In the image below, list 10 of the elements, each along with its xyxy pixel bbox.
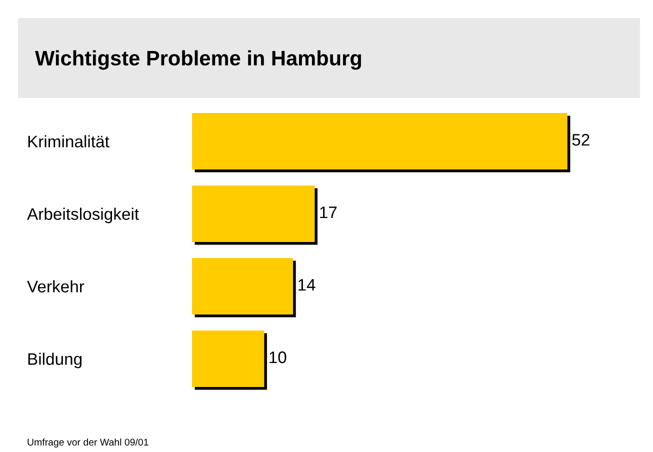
data-label: 10 (270, 351, 286, 364)
y-tick-label: Kriminalität (28, 135, 110, 148)
chart-title: Wichtigste Probleme in Hamburg (35, 50, 362, 70)
data-label: 14 (298, 279, 316, 291)
text: Umfrage vor der Wahl 09/01 (28, 438, 148, 448)
data-label: 52 (572, 134, 590, 146)
y-tick-label: Bildung (28, 352, 82, 368)
y-tick-label: Arbeitslosigkeit (27, 208, 139, 224)
y-tick-label: Verkehr (27, 280, 84, 292)
data-label: 17 (320, 206, 337, 218)
